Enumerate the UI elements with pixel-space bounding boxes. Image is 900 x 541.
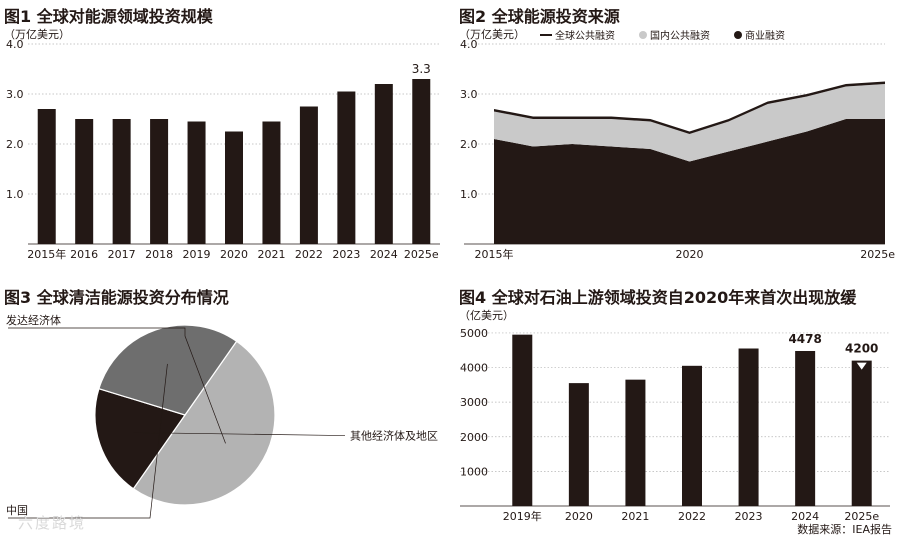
figure-2-chart: 1.0 2.0 3.0 4.0 2015年 2020 2025e (460, 38, 895, 261)
legend-label: 商业融资 (745, 31, 785, 42)
legend-label: 全球公共融资 (555, 31, 615, 42)
bar (374, 84, 393, 244)
pie-slice (98, 324, 238, 416)
figure-2-title: 图2 全球能源投资来源 (459, 7, 620, 26)
y-tick-label: 4.0 (460, 38, 478, 51)
x-tick-label: 2015年 (27, 247, 66, 261)
y-tick-label: 1.0 (6, 188, 24, 201)
source-note: 数据来源：IEA报告 (797, 523, 892, 536)
data-label: 3.3 (412, 62, 431, 76)
bar (75, 119, 94, 244)
legend-line-swatch (540, 33, 552, 36)
x-tick-label: 2017 (108, 248, 136, 261)
y-tick-label: 3000 (460, 396, 488, 409)
y-tick-label: 3.0 (6, 88, 24, 101)
figure-2-unit: （万亿美元） (459, 28, 525, 41)
area-series (494, 119, 885, 244)
watermark-text: 六度路境 (18, 514, 87, 532)
x-tick-label: 2022 (678, 510, 706, 523)
figure-3-title: 图3 全球清洁能源投资分布情况 (4, 288, 229, 307)
x-tick-label: 2021 (621, 510, 649, 523)
x-tick-label: 2019年 (503, 509, 542, 523)
legend-item-domestic-public: 国内公共融资 (639, 27, 710, 42)
bar (299, 106, 318, 244)
leader-line (8, 327, 226, 444)
legend-dot-swatch (734, 30, 742, 39)
bar (150, 119, 169, 244)
pie-slice (94, 387, 186, 490)
pie-label: 中国 (6, 504, 28, 517)
bar (262, 121, 281, 244)
bar (512, 334, 533, 506)
y-tick-label: 4.0 (6, 38, 24, 51)
legend-item-commercial: 商业融资 (734, 27, 785, 42)
bar (337, 91, 356, 244)
figure-2-legend: 全球公共融资 国内公共融资 商业融资 (540, 27, 785, 42)
x-tick-label: 2025e (844, 510, 879, 523)
data-label: 4200 (845, 342, 878, 356)
bar (187, 121, 206, 244)
x-tick-label: 2022 (295, 248, 323, 261)
figure-1-title: 图1 全球对能源领域投资规模 (4, 7, 213, 26)
x-tick-label: 2020 (565, 510, 593, 523)
x-tick-label: 2023 (332, 248, 360, 261)
y-tick-label: 2.0 (6, 138, 24, 151)
area-series (494, 84, 885, 162)
legend-dot-swatch (639, 30, 647, 39)
bar (795, 350, 816, 506)
figure-4-chart: 1000 2000 3000 4000 5000 2019年 2020 2021 2022 202… (460, 327, 890, 523)
pie-label: 发达经济体 (6, 313, 61, 327)
x-tick-label: 2021 (257, 248, 285, 261)
y-tick-label: 2.0 (460, 138, 478, 151)
legend-label: 国内公共融资 (650, 31, 710, 42)
figure-1-unit: （万亿美元） (4, 28, 70, 41)
x-tick-label: 2020 (676, 248, 704, 261)
decline-marker (856, 362, 867, 370)
bar (225, 131, 243, 244)
bar (851, 360, 872, 506)
bar (568, 383, 589, 506)
x-tick-label: 2024 (791, 510, 819, 523)
bar (738, 348, 759, 506)
pie-slice (132, 340, 276, 506)
x-tick-label: 2025e (404, 248, 439, 261)
x-tick-label: 2015年 (475, 247, 514, 261)
bar (112, 119, 131, 244)
y-tick-label: 2000 (460, 431, 488, 444)
y-tick-label: 5000 (460, 327, 488, 340)
figure-4-unit: （亿美元） (459, 309, 514, 322)
legend-item-global-public: 全球公共融资 (540, 27, 615, 42)
bar (625, 379, 646, 506)
data-label: 4478 (788, 332, 821, 346)
leader-line (133, 432, 346, 436)
y-tick-label: 4000 (460, 362, 488, 375)
x-tick-label: 2023 (735, 510, 763, 523)
x-tick-label: 2020 (220, 248, 248, 261)
x-tick-label: 2024 (370, 248, 398, 261)
figure-4-title: 图4 全球对石油上游领域投资自2020年来首次出现放缓 (459, 288, 857, 307)
x-tick-label: 2016 (70, 248, 98, 261)
y-tick-label: 1.0 (460, 188, 478, 201)
bar (37, 109, 56, 244)
x-tick-label: 2018 (145, 248, 173, 261)
leader-line (8, 363, 168, 519)
x-tick-label: 2025e (860, 248, 895, 261)
x-tick-label: 2019 (183, 248, 211, 261)
figure-1-chart: 1.0 2.0 3.0 4.0 2015年 2016 2017 2018 2019 2020 202… (6, 38, 440, 261)
bar (412, 79, 431, 244)
y-tick-label: 1000 (460, 465, 488, 478)
bar (682, 365, 702, 506)
y-tick-label: 3.0 (460, 88, 478, 101)
pie-label: 其他经济体及地区 (350, 429, 438, 443)
